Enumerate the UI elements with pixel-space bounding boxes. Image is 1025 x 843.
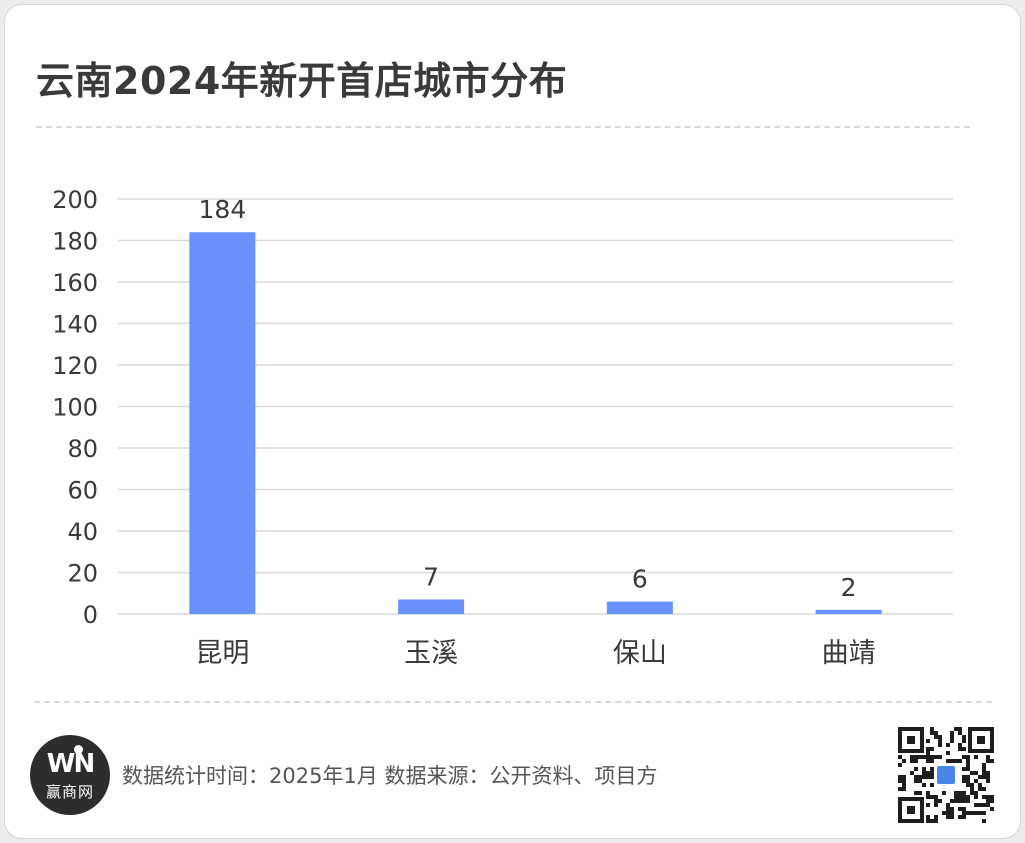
y-tick-label: 40 <box>67 518 98 546</box>
y-tick-label: 100 <box>52 394 98 422</box>
bar <box>606 601 673 614</box>
y-tick-label: 60 <box>67 477 98 505</box>
data-label: 7 <box>423 562 439 591</box>
brand-logo: WN 赢商网 <box>30 735 110 815</box>
bar <box>398 599 465 614</box>
footer-divider <box>34 701 992 703</box>
y-tick-label: 120 <box>52 352 98 380</box>
page-title: 云南2024年新开首店城市分布 <box>36 59 568 103</box>
x-tick-label: 曲靖 <box>822 638 876 669</box>
chart-card <box>4 4 1021 839</box>
title-divider <box>36 126 970 128</box>
logo-text: 赢商网 <box>45 783 94 801</box>
x-tick-label: 保山 <box>613 638 667 669</box>
data-label: 2 <box>841 573 857 602</box>
y-tick-label: 20 <box>67 560 98 588</box>
y-tick-label: 180 <box>52 228 98 256</box>
logo-mark: WN <box>46 749 95 779</box>
x-tick-label: 玉溪 <box>404 638 458 669</box>
data-label: 6 <box>632 565 648 594</box>
data-source-note: 数据统计时间：2025年1月 数据来源：公开资料、项目方 <box>122 764 658 788</box>
data-label: 184 <box>199 195 247 224</box>
y-tick-label: 200 <box>52 186 98 214</box>
y-tick-label: 140 <box>52 311 98 339</box>
bar-chart: 0 20 40 60 80 100 120 140 160 180 200 184 昆明 7 玉溪 6 保山 2 曲… <box>52 186 953 669</box>
qr-code-icon <box>898 727 994 823</box>
logo-dot <box>74 745 83 754</box>
bar <box>815 609 882 614</box>
bar <box>189 232 256 614</box>
y-tick-label: 80 <box>67 435 98 463</box>
y-tick-label: 0 <box>83 601 98 629</box>
y-tick-label: 160 <box>52 269 98 297</box>
x-tick-label: 昆明 <box>195 638 249 669</box>
footer: WN 赢商网 数据统计时间：2025年1月 数据来源：公开资料、项目方 <box>30 727 994 823</box>
